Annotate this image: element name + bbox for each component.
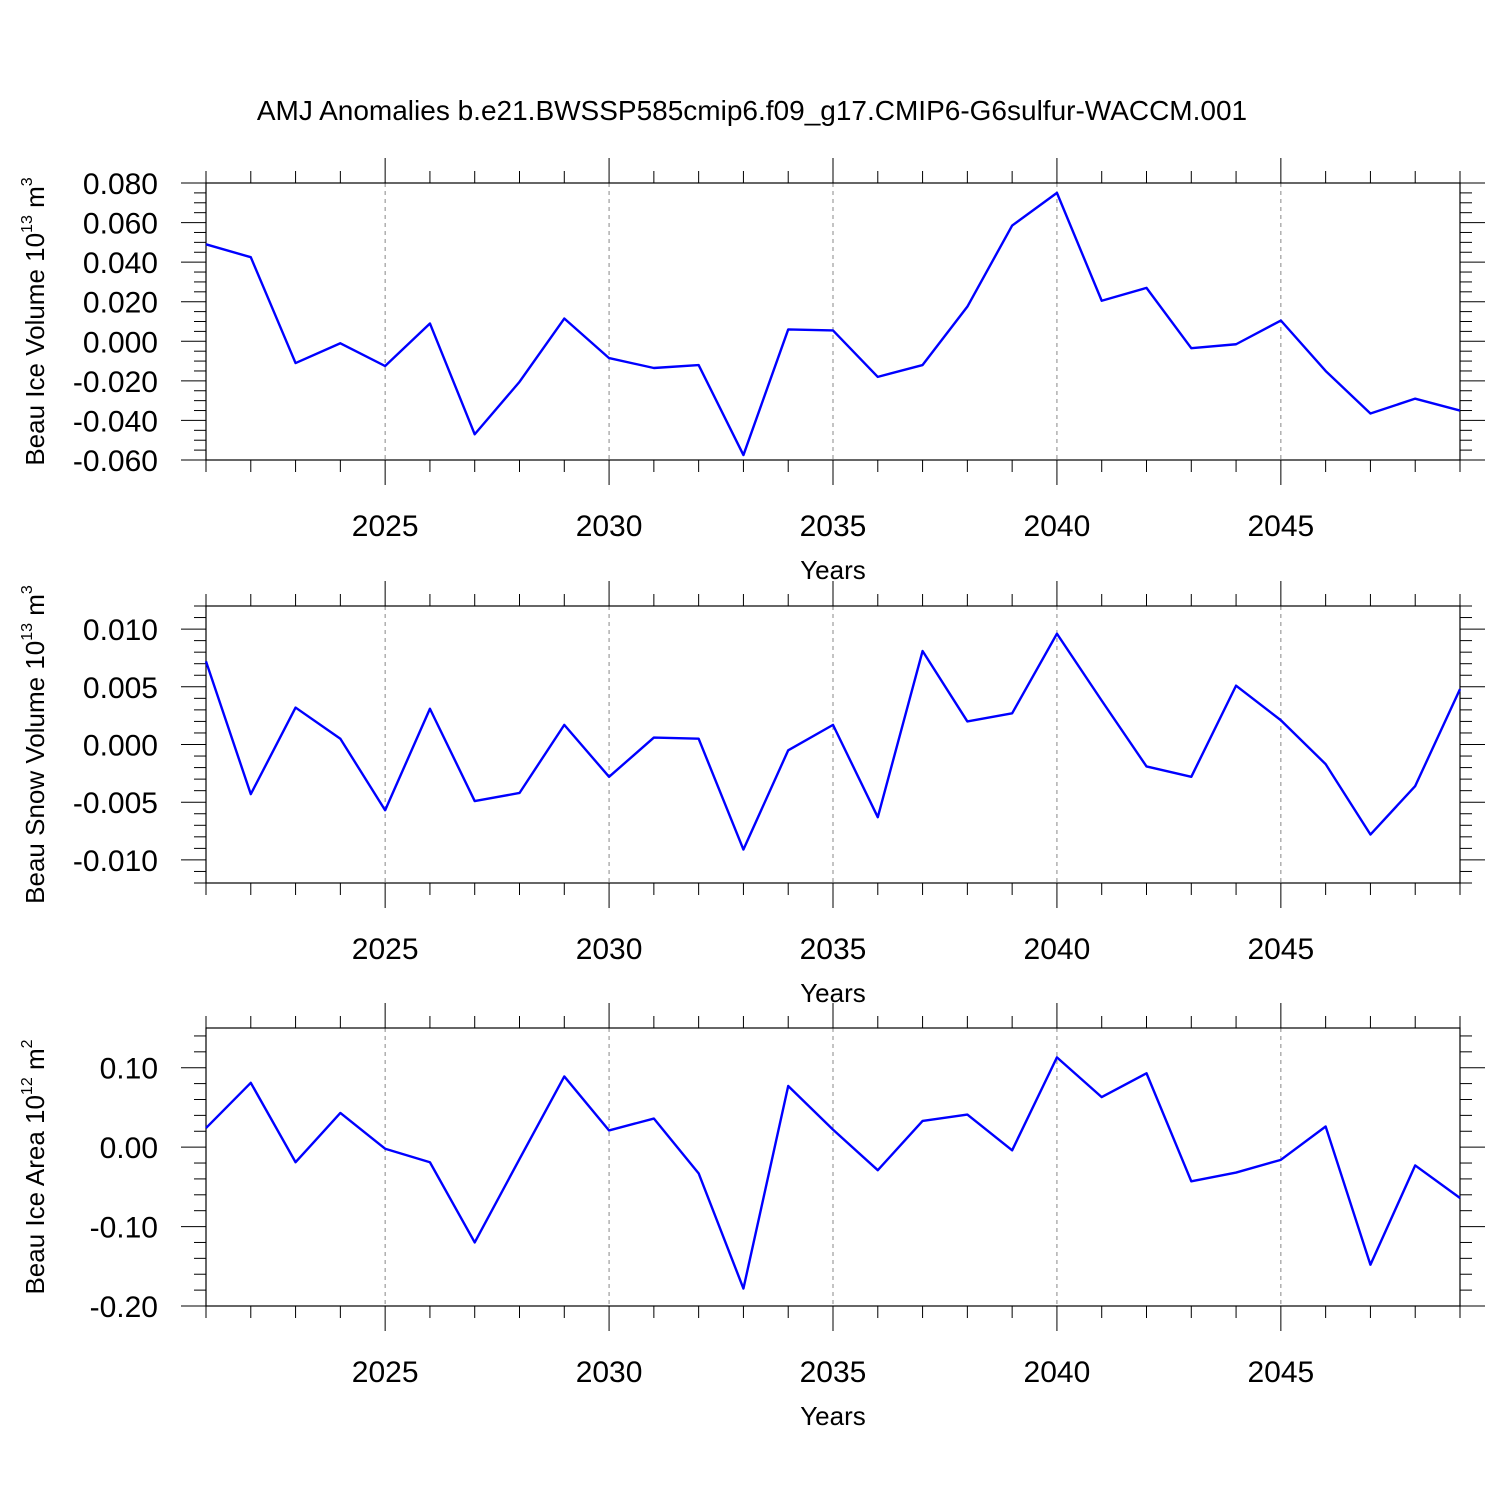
y-axis-label-base: Beau Ice Area 10 <box>20 1095 50 1294</box>
y-tick-label: 0.060 <box>83 208 158 241</box>
y-axis-label-exponent: 13 <box>19 623 36 641</box>
y-tick-label: 0.010 <box>83 614 158 647</box>
x-axis-label: Years <box>800 555 866 585</box>
y-axis-label-unit: m <box>20 1048 50 1077</box>
y-axis-label: Beau Snow Volume 1013 m3 <box>19 585 50 904</box>
y-tick-label: -0.040 <box>73 405 158 438</box>
series-line <box>204 632 1462 851</box>
y-axis-label-base: Beau Snow Volume 10 <box>20 641 50 904</box>
x-tick-label: 2035 <box>800 1356 867 1389</box>
y-axis-label: Beau Ice Area 1012 m2 <box>19 1039 50 1294</box>
series-line <box>205 191 1461 457</box>
y-tick-label: 0.020 <box>83 287 158 320</box>
x-tick-label: 2025 <box>352 933 419 966</box>
y-tick-label: 0.005 <box>83 672 158 705</box>
series-line <box>205 1056 1461 1290</box>
y-tick-label: 0.000 <box>83 730 158 763</box>
y-tick-label: -0.010 <box>73 845 158 878</box>
y-tick-label: -0.020 <box>73 366 158 399</box>
y-tick-label: -0.20 <box>90 1291 158 1324</box>
chart-title: AMJ Anomalies b.e21.BWSSP585cmip6.f09_g1… <box>257 95 1247 126</box>
y-tick-label: -0.060 <box>73 445 158 478</box>
y-axis-label-unit: m <box>20 186 50 215</box>
x-tick-label: 2030 <box>576 1356 643 1389</box>
x-tick-label: 2040 <box>1024 510 1091 543</box>
chart-panel-2: 2025 2030 2035 2040 2045Years-0.010-0.0050.0… <box>19 581 1485 1008</box>
x-tick-label: 2035 <box>800 933 867 966</box>
y-axis-label-unit-exponent: 3 <box>19 585 36 594</box>
x-tick-label: 2025 <box>352 1356 419 1389</box>
y-axis-label-exponent: 13 <box>19 215 36 233</box>
y-tick-label: -0.005 <box>73 787 158 820</box>
y-tick-label: 0.00 <box>100 1132 158 1165</box>
x-tick-label: 2025 <box>352 510 419 543</box>
x-tick-label: 2040 <box>1024 933 1091 966</box>
y-tick-label: -0.10 <box>90 1212 158 1245</box>
y-axis-label: Beau Ice Volume 1013 m3 <box>19 177 50 465</box>
x-tick-label: 2045 <box>1247 1356 1314 1389</box>
x-tick-label: 2035 <box>800 510 867 543</box>
y-tick-label: 0.080 <box>83 168 158 201</box>
y-axis-label-unit-exponent: 2 <box>19 1039 36 1048</box>
y-axis-label-base: Beau Ice Volume 10 <box>20 233 50 466</box>
y-tick-label: 0.10 <box>100 1053 158 1086</box>
x-tick-label: 2030 <box>576 510 643 543</box>
y-axis-label-unit-exponent: 3 <box>19 177 36 186</box>
y-axis-label-exponent: 12 <box>19 1077 36 1095</box>
chart-panel-1: 2025 2030 2035 2040 2045 Years -0.060 -0.040 -0.… <box>19 158 1485 585</box>
y-tick-label: 0.000 <box>83 326 158 359</box>
y-tick-label: 0.040 <box>83 247 158 280</box>
y-axis-label-unit: m <box>20 594 50 623</box>
x-tick-label: 2045 <box>1247 933 1314 966</box>
chart-panel-3: 2025 2030 2035 2040 2045 Years -0.20 -0.10 0.00 0… <box>19 1003 1485 1431</box>
x-axis-label: Years <box>800 1401 866 1431</box>
x-tick-label: 2045 <box>1247 510 1314 543</box>
x-tick-label: 2040 <box>1024 1356 1091 1389</box>
x-tick-label: 2030 <box>576 933 643 966</box>
